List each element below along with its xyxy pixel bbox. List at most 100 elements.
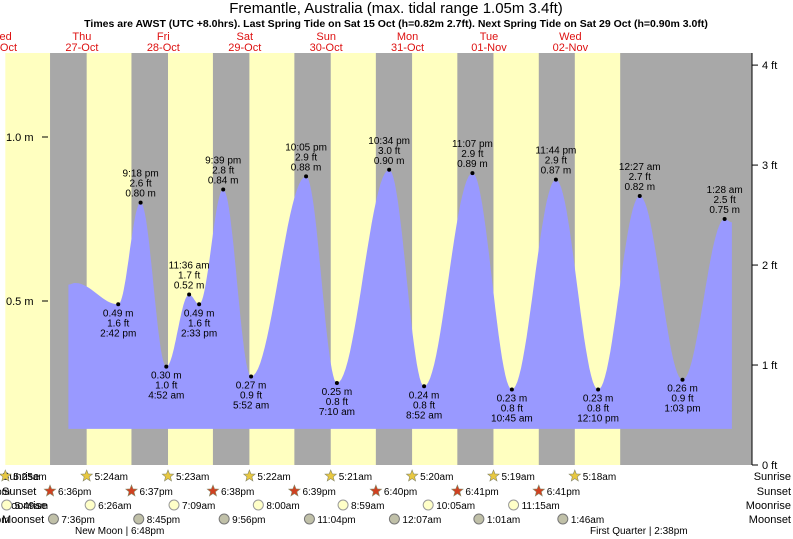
tide-label: 0.26 m: [667, 384, 698, 395]
moonrise-icon: [252, 499, 264, 511]
sunrise-time: 5:24am: [95, 472, 128, 483]
tide-label: 0.8 ft: [501, 404, 523, 415]
day-name: Wed: [0, 31, 12, 43]
y-left-tick-label: 0.5 m: [6, 296, 34, 308]
tide-label: 2.8 ft: [212, 165, 234, 176]
tide-extreme-point: [164, 364, 169, 369]
tide-label: 0.75 m: [709, 205, 740, 216]
day-name: Wed: [559, 31, 581, 43]
tide-curve: [68, 169, 732, 429]
sunrise-time: 5:25am: [13, 472, 46, 483]
tide-label: 0.90 m: [374, 156, 405, 167]
tide-label: 0.49 m: [103, 308, 134, 319]
right-margin-band: [740, 53, 752, 465]
day-name: Mon: [397, 31, 418, 43]
tide-label: 0.25 m: [322, 387, 353, 398]
moon-phase-label: New Moon | 6:48pm: [75, 526, 164, 537]
tide-label: 11:44 pm: [535, 146, 576, 157]
sunset-icon: [369, 484, 383, 497]
row-label-right: Sunset: [757, 486, 791, 498]
tide-label: 4:52 am: [148, 391, 184, 402]
tide-label: 1:03 pm: [664, 404, 700, 415]
tide-extreme-point: [197, 302, 202, 307]
tide-extreme-point: [221, 187, 226, 192]
sunrise-icon: [568, 469, 582, 482]
sunset-time: 6:37pm: [140, 487, 173, 498]
day-date: 28-Oct: [147, 42, 180, 54]
tide-extreme-point: [334, 381, 339, 385]
sunset-icon: [206, 484, 220, 497]
moonset-time: 8:45pm: [147, 515, 180, 526]
row-label-right: Moonset: [749, 514, 791, 526]
moonset-time: 1:46am: [571, 515, 604, 526]
tide-extreme-point: [187, 292, 192, 297]
tide-label: 1.0 ft: [155, 381, 177, 392]
sunset-icon: [43, 484, 57, 497]
tide-extreme-point: [509, 387, 514, 392]
moonrise-icon: [84, 499, 96, 511]
tide-label: 0.49 m: [184, 308, 215, 319]
sunrise-time: 5:23am: [176, 472, 209, 483]
sunset-time: 6:40pm: [384, 487, 417, 498]
sunrise-time: 5:18am: [583, 472, 616, 483]
sunrise-icon: [242, 469, 256, 482]
moonset-time: 11:04pm: [317, 515, 355, 526]
moonset-icon: [133, 513, 145, 525]
tide-label: 1.6 ft: [107, 318, 129, 329]
moonrise-time: 5:49am: [15, 501, 48, 512]
day-name: Sat: [236, 31, 253, 43]
sunset-time: 6:41pm: [465, 487, 498, 498]
tide-label: 2:33 pm: [181, 328, 217, 339]
tide-label: 9:39 pm: [205, 155, 241, 166]
tide-label: 0.84 m: [208, 175, 239, 186]
sunset-icon: [532, 484, 546, 497]
tide-label: 0.52 m: [174, 280, 205, 291]
tide-label: 0.87 m: [541, 166, 572, 177]
sunset-icon: [287, 484, 301, 497]
y-right-tick-label: 4 ft: [762, 60, 777, 72]
tide-extreme-point: [553, 177, 558, 182]
tide-label: 0.88 m: [291, 162, 322, 173]
moonrise-time: 8:59am: [351, 501, 384, 512]
tide-label: 2.7 ft: [629, 172, 651, 183]
y-right-tick-label: 2 ft: [762, 260, 777, 272]
row-label-left: Moonset: [2, 514, 44, 526]
tide-extreme-point: [116, 302, 121, 307]
day-date: 02-Nov: [553, 42, 589, 54]
moonrise-icon: [1, 499, 13, 511]
tide-label: 0.9 ft: [240, 390, 262, 401]
tide-label: 5:52 am: [233, 400, 269, 411]
tide-label: 0.30 m: [151, 371, 182, 382]
tide-extremes: 0.49 m1.6 ft2:42 pm9:18 pm2.6 ft0.80 m0.…: [100, 136, 743, 425]
tide-label: 0.89 m: [457, 159, 488, 170]
row-label-left: Moonrise: [2, 500, 47, 512]
moonset-time: 12:07am: [402, 515, 441, 526]
day-name: Tue: [480, 31, 499, 43]
day-date: 27-Oct: [65, 42, 98, 54]
day-name: Sun: [316, 31, 336, 43]
moonset-time: 6:29pm: [0, 515, 10, 526]
tide-label: 0.24 m: [409, 390, 440, 401]
sunrise-icon: [80, 469, 94, 482]
moonset-time: 1:01am: [487, 515, 520, 526]
sunset-icon: [125, 484, 138, 497]
day-date: 29-Oct: [228, 42, 261, 54]
sunset-time: 6:39pm: [302, 487, 335, 498]
sunset-time: 6:36pm: [58, 487, 91, 498]
tide-label: 0.8 ft: [326, 397, 348, 408]
tide-label: 0.8 ft: [587, 404, 609, 415]
moonset-icon: [388, 513, 400, 525]
day-date: 01-Nov: [471, 42, 507, 54]
tide-extreme-point: [249, 374, 254, 379]
moonset-time: 9:56pm: [232, 515, 265, 526]
day-date: 30-Oct: [310, 42, 343, 54]
tide-label: 7:10 am: [319, 407, 355, 418]
moonrise-time: 10:05am: [436, 501, 475, 512]
axes: 0.5 m 1.0 m 0 ft 1 ft 2 ft 3 ft 4 ft: [6, 60, 777, 472]
chart-title: Fremantle, Australia (max. tidal range 1…: [229, 0, 562, 17]
sunset-time: 6:38pm: [221, 487, 254, 498]
moon-phase-label: First Quarter | 2:38pm: [590, 526, 688, 537]
sunrise-icon: [487, 469, 500, 482]
tide-label: 10:05 pm: [285, 142, 327, 153]
